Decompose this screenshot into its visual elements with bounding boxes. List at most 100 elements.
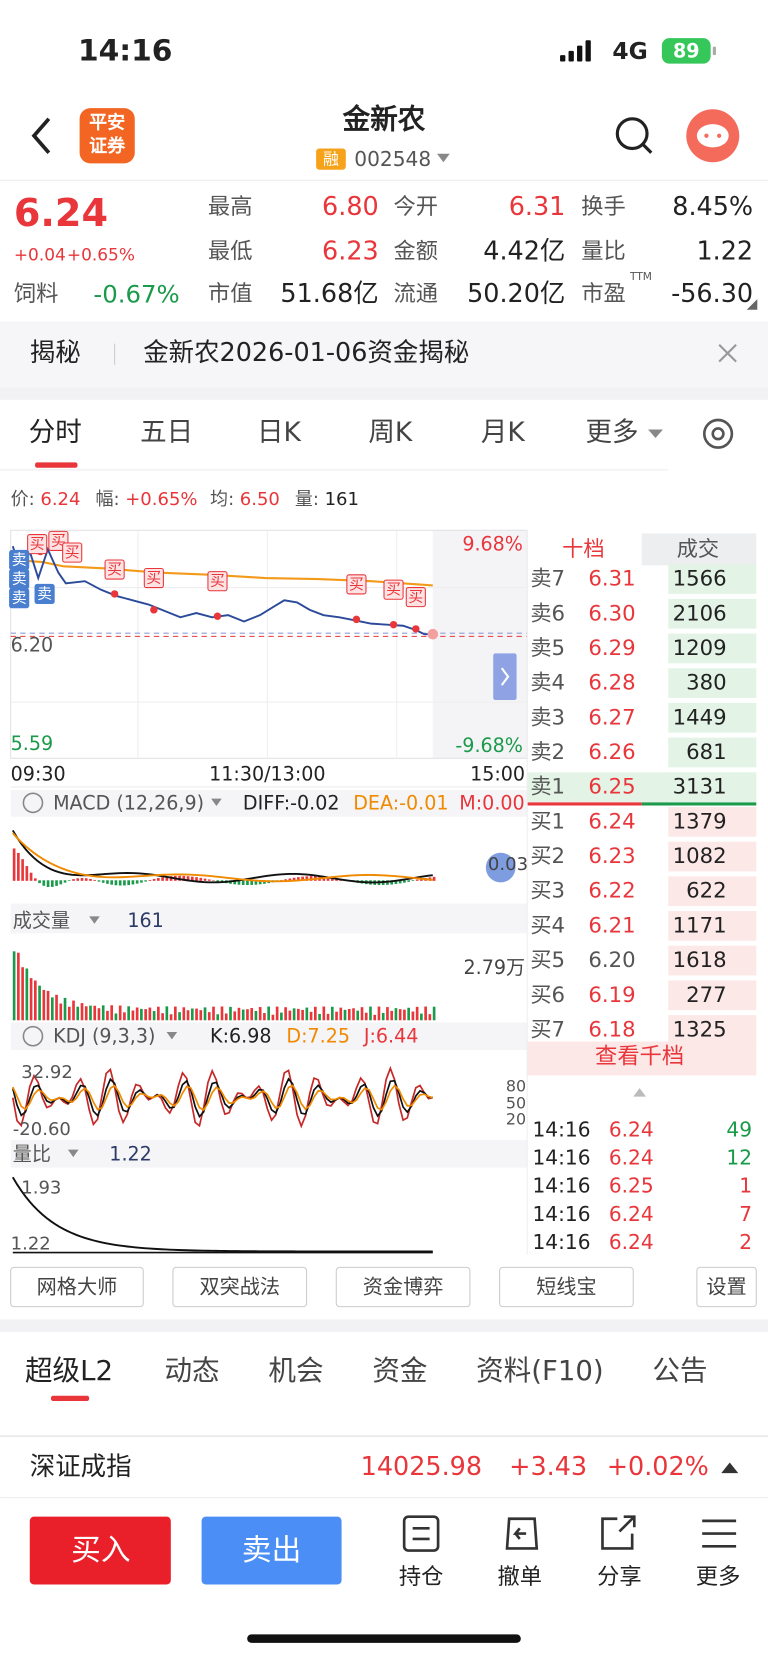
book-volume: 1618 — [673, 948, 727, 973]
tool-label[interactable]: 网格大师 — [37, 1274, 118, 1298]
info-value: 6.24 — [40, 489, 80, 510]
back-button[interactable] — [31, 117, 51, 154]
bottom-tab[interactable]: 机会 — [268, 1354, 323, 1387]
bottom-tab[interactable]: 资料(F10) — [476, 1354, 604, 1387]
chart-tab[interactable]: 更多 — [586, 417, 639, 448]
macd-title[interactable]: MACD (12,26,9) — [53, 791, 204, 814]
macd-bar — [301, 876, 304, 881]
macd-bar — [190, 876, 194, 881]
avatar[interactable] — [686, 109, 740, 163]
trades-tab-bg[interactable] — [641, 533, 757, 566]
volume-bar — [326, 1013, 330, 1021]
tool-button[interactable] — [10, 1266, 144, 1308]
volume-cell-bg — [668, 564, 757, 594]
tab-underline — [35, 462, 78, 468]
macd-bar — [72, 879, 75, 881]
kdj-level: 50 — [506, 1094, 526, 1113]
dropdown-arrows[interactable] — [67, 798, 222, 1158]
chart-tab[interactable]: 周K — [368, 417, 413, 448]
kdj-j: J:6.44 — [363, 1025, 419, 1048]
volume-bar — [275, 1006, 279, 1021]
chart-tab[interactable]: 五日 — [140, 417, 193, 448]
more-depth[interactable]: 查看千档 — [595, 1043, 684, 1069]
trade-time: 14:16 — [532, 1202, 590, 1226]
tool-button[interactable] — [172, 1266, 308, 1308]
kdj-title[interactable]: KDJ (9,3,3) — [53, 1025, 155, 1048]
indicator-line — [11, 1176, 433, 1253]
action-icons[interactable] — [402, 1515, 737, 1552]
stock-name: 金新农 — [342, 102, 426, 135]
volume-bar — [34, 980, 37, 1021]
scroll-arrow[interactable] — [633, 1088, 646, 1097]
tool-button[interactable] — [499, 1266, 634, 1308]
buy-label[interactable]: 买入 — [71, 1533, 130, 1568]
info-value: 6.50 — [240, 489, 280, 510]
home-indicator — [247, 1634, 521, 1643]
last-price: 6.24 — [14, 192, 108, 236]
index-name[interactable]: 深证成指 — [30, 1452, 132, 1482]
macd-bar — [390, 880, 394, 885]
book-tab[interactable]: 十档 — [562, 537, 604, 562]
book-label: 买5 — [530, 948, 565, 973]
volume-bar — [199, 1010, 203, 1021]
action-label[interactable]: 持仓 — [399, 1564, 444, 1590]
bottom-tab[interactable]: 公告 — [652, 1354, 707, 1387]
macd-bar — [411, 880, 415, 882]
price-change: +0.04 — [14, 245, 66, 265]
tool-label[interactable]: 短线宝 — [536, 1274, 596, 1298]
tool-label[interactable]: 资金博弈 — [363, 1274, 444, 1298]
search-button[interactable] — [615, 117, 653, 154]
indicator-header — [10, 790, 528, 817]
chart-tab[interactable]: 分时 — [29, 417, 82, 448]
quote-label: 市盈 — [581, 281, 626, 307]
quote-value: 6.80 — [322, 192, 379, 222]
macd-bar — [123, 880, 126, 886]
kdj-level: 20 — [506, 1109, 526, 1128]
tool-label[interactable]: 设置 — [706, 1274, 746, 1298]
reveal-bar[interactable] — [0, 321, 768, 388]
chart-tab[interactable]: 日K — [257, 417, 302, 448]
sell-button[interactable] — [201, 1516, 342, 1585]
close-button[interactable] — [718, 343, 737, 363]
action-label[interactable]: 分享 — [597, 1564, 642, 1590]
tool-label[interactable]: 双突战法 — [199, 1274, 280, 1298]
chart-tab[interactable]: 月K — [481, 417, 526, 448]
more-depth-bg[interactable] — [527, 1041, 757, 1076]
action-label[interactable]: 撤单 — [497, 1564, 542, 1590]
macd-bar — [263, 880, 266, 884]
sell-label[interactable]: 卖出 — [242, 1533, 301, 1568]
volume-title[interactable]: 成交量 — [13, 909, 70, 932]
book-tab[interactable]: 成交 — [677, 537, 719, 562]
book-volume: 1171 — [673, 913, 727, 938]
tool-button[interactable] — [696, 1266, 757, 1308]
bottom-tab[interactable]: 超级L2 — [25, 1354, 113, 1387]
battery-level: 89 — [673, 39, 700, 62]
buy-button[interactable] — [29, 1516, 171, 1585]
bottom-tab[interactable]: 动态 — [164, 1354, 219, 1387]
more-dropdown[interactable] — [648, 429, 663, 439]
index-expand[interactable] — [721, 1462, 739, 1474]
reveal-label[interactable]: 揭秘 — [30, 338, 81, 368]
book-volume: 1379 — [673, 809, 727, 834]
index-bar[interactable] — [0, 1436, 768, 1498]
index-value: 14025.98 — [361, 1452, 482, 1482]
volume-bar — [161, 1013, 164, 1021]
settings-button[interactable] — [702, 418, 734, 449]
bottom-tab[interactable]: 资金 — [372, 1354, 427, 1387]
macd-bar — [17, 852, 20, 881]
reveal-text[interactable]: 金新农2026-01-06资金揭秘 — [143, 338, 469, 368]
macd-bar — [326, 876, 330, 881]
volume-bar — [212, 1006, 215, 1021]
volume-bar — [369, 1006, 372, 1021]
code-dropdown[interactable] — [437, 153, 450, 163]
action-label[interactable]: 更多 — [696, 1564, 741, 1590]
volume-max: 2.79万 — [463, 956, 525, 979]
volume-bar — [203, 1007, 207, 1021]
volume-bar — [55, 994, 58, 1021]
volume-bar — [356, 1010, 360, 1021]
ratio-title[interactable]: 量比 — [13, 1142, 51, 1165]
tool-button[interactable] — [335, 1266, 471, 1308]
volume-bar — [21, 967, 24, 1021]
info-icons[interactable] — [22, 792, 44, 1047]
